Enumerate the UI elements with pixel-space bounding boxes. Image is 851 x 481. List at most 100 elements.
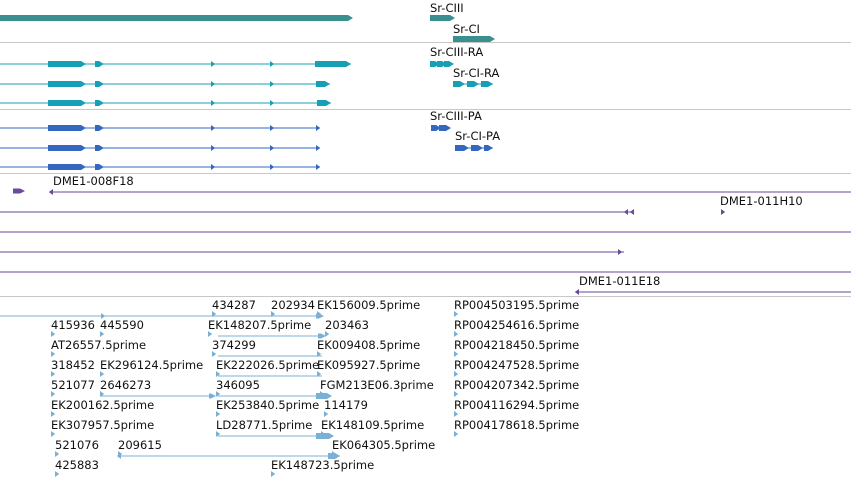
protein-cds[interactable] <box>211 145 216 151</box>
est-feature[interactable] <box>212 351 217 357</box>
transcript-exon[interactable] <box>317 100 331 106</box>
est-feature[interactable] <box>100 371 105 377</box>
clone-label-dme1-011h10[interactable]: DME1-011H10 <box>720 194 803 208</box>
est-label[interactable]: RP004207342.5prime <box>454 378 580 392</box>
est-feature[interactable] <box>51 351 56 357</box>
est-label[interactable]: 203463 <box>325 318 369 332</box>
est-label[interactable]: 209615 <box>118 438 162 452</box>
est-feature[interactable] <box>209 393 216 399</box>
est-feature[interactable] <box>216 431 221 437</box>
est-feature[interactable] <box>101 313 106 319</box>
clone-label-dme1-008f18[interactable]: DME1-008F18 <box>53 174 134 188</box>
transcript-exon[interactable] <box>315 61 351 67</box>
est-feature[interactable] <box>51 411 56 417</box>
gene-feature[interactable] <box>0 15 353 21</box>
protein-label-sr-ci-pa[interactable]: Sr-CI-PA <box>455 129 501 143</box>
clone-end[interactable] <box>13 188 25 194</box>
est-label[interactable]: EK148723.5prime <box>271 458 375 472</box>
est-feature[interactable] <box>325 331 330 337</box>
est-label[interactable]: 521076 <box>55 438 99 452</box>
transcript-exon[interactable] <box>95 100 104 106</box>
est-label[interactable]: EK009408.5prime <box>317 338 421 352</box>
est-feature[interactable] <box>271 471 276 477</box>
transcript-exon[interactable] <box>270 81 275 87</box>
transcript-exon[interactable] <box>211 61 216 67</box>
transcript-exon[interactable] <box>467 81 479 87</box>
transcript-exon[interactable] <box>48 61 86 67</box>
est-feature[interactable] <box>100 331 105 337</box>
est-feature[interactable] <box>116 453 121 459</box>
protein-cds[interactable] <box>270 145 275 151</box>
est-label[interactable]: 114179 <box>324 398 368 412</box>
est-label[interactable]: RP004247528.5prime <box>454 358 580 372</box>
est-feature[interactable] <box>216 391 221 397</box>
transcript-label-sr-ciii-ra[interactable]: Sr-CIII-RA <box>430 45 484 59</box>
est-feature[interactable] <box>328 453 340 459</box>
est-feature[interactable] <box>454 431 459 437</box>
est-feature[interactable] <box>216 411 221 417</box>
protein-cds[interactable] <box>316 125 321 131</box>
protein-cds[interactable] <box>316 145 321 151</box>
clone-end[interactable] <box>623 209 628 215</box>
est-label[interactable]: EK253840.5prime <box>216 398 320 412</box>
transcript-exon[interactable] <box>48 81 86 87</box>
transcript-exon[interactable] <box>316 81 330 87</box>
est-label[interactable]: 425883 <box>55 458 99 472</box>
est-label[interactable]: 346095 <box>216 378 260 392</box>
est-label[interactable]: EK064305.5prime <box>332 438 436 452</box>
est-feature[interactable] <box>454 331 459 337</box>
protein-cds[interactable] <box>211 164 216 170</box>
est-label[interactable]: EK095927.5prime <box>317 358 421 372</box>
est-feature[interactable] <box>316 393 332 399</box>
gene-label-sr-ciii[interactable]: Sr-CIII <box>430 1 464 15</box>
est-label[interactable]: RP004503195.5prime <box>454 298 580 312</box>
transcript-exon[interactable] <box>95 61 104 67</box>
protein-cds[interactable] <box>95 164 104 170</box>
est-label[interactable]: EK148207.5prime <box>208 318 312 332</box>
protein-cds[interactable] <box>270 164 275 170</box>
est-label[interactable]: LD28771.5prime <box>216 418 313 432</box>
est-feature[interactable] <box>208 331 213 337</box>
est-feature[interactable] <box>51 331 56 337</box>
est-feature[interactable] <box>51 371 56 377</box>
protein-cds[interactable] <box>484 145 493 151</box>
protein-cds[interactable] <box>270 125 275 131</box>
transcript-exon[interactable] <box>48 100 86 106</box>
est-feature[interactable] <box>51 431 56 437</box>
est-label[interactable]: 415936 <box>51 318 95 332</box>
est-label[interactable]: 318452 <box>51 358 95 372</box>
est-label[interactable]: 434287 <box>212 298 256 312</box>
est-feature[interactable] <box>55 451 60 457</box>
est-label[interactable]: 445590 <box>100 318 144 332</box>
est-label[interactable]: 521077 <box>51 378 95 392</box>
protein-cds[interactable] <box>455 145 469 151</box>
transcript-exon[interactable] <box>444 61 454 67</box>
est-label[interactable]: RP004254616.5prime <box>454 318 580 332</box>
transcript-exon[interactable] <box>453 81 465 87</box>
clone-label-dme1-011e18[interactable]: DME1-011E18 <box>579 274 661 288</box>
est-label[interactable]: EK296124.5prime <box>100 358 204 372</box>
clone-end[interactable] <box>48 189 53 195</box>
est-feature[interactable] <box>454 371 459 377</box>
est-feature[interactable] <box>55 471 60 477</box>
est-label[interactable]: EK307957.5prime <box>51 418 155 432</box>
est-label[interactable]: EK148109.5prime <box>321 418 425 432</box>
est-label[interactable]: EK200162.5prime <box>51 398 155 412</box>
est-label[interactable]: EK156009.5prime <box>317 298 421 312</box>
transcript-exon[interactable] <box>270 61 275 67</box>
gene-feature[interactable] <box>453 36 495 42</box>
transcript-label-sr-ci-ra[interactable]: Sr-CI-RA <box>453 66 500 80</box>
est-feature[interactable] <box>454 411 459 417</box>
protein-cds[interactable] <box>48 125 86 131</box>
protein-cds[interactable] <box>95 125 104 131</box>
clone-end[interactable] <box>618 249 623 255</box>
est-feature[interactable] <box>51 391 56 397</box>
est-feature[interactable] <box>454 311 459 317</box>
protein-cds[interactable] <box>211 125 216 131</box>
protein-cds[interactable] <box>48 145 86 151</box>
est-feature[interactable] <box>454 351 459 357</box>
protein-cds[interactable] <box>95 145 104 151</box>
est-label[interactable]: FGM213E06.3prime <box>320 378 434 392</box>
est-label[interactable]: RP004218450.5prime <box>454 338 580 352</box>
